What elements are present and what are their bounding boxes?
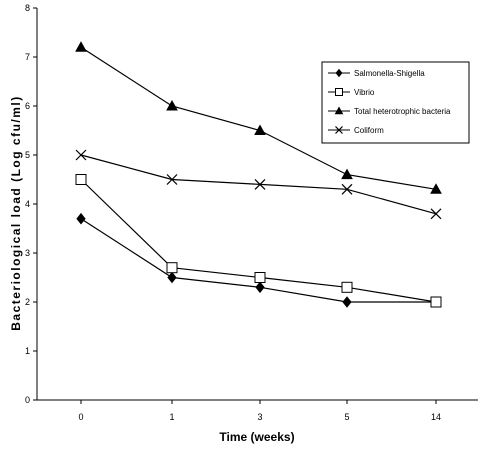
y-tick-label: 8 <box>25 3 30 13</box>
legend-label: Total heterotrophic bacteria <box>354 107 451 116</box>
series-total-heterotrophic-bacteria <box>75 41 442 194</box>
x-axis-title: Time (weeks) <box>219 430 294 444</box>
data-point <box>166 174 178 185</box>
data-point <box>341 183 353 195</box>
data-point <box>166 99 178 111</box>
y-tick-label: 1 <box>25 346 30 356</box>
data-point <box>75 174 87 185</box>
data-point-stroke <box>430 208 442 220</box>
legend-items: Salmonella-Shigella Vibrio Total heterotro… <box>328 68 451 135</box>
data-point <box>342 296 352 308</box>
legend-label: Vibrio <box>354 88 375 97</box>
x-tick-label: 0 <box>78 412 83 422</box>
data-point <box>341 281 353 293</box>
x-tick-label: 1 <box>169 412 174 422</box>
data-point <box>255 281 265 294</box>
legend-label: Salmonella-Shigella <box>354 69 425 78</box>
x-tick-label: 3 <box>257 412 262 422</box>
y-tick-label: 4 <box>25 199 30 209</box>
y-axis-title: Bacteriological load (Log cfu/ml) <box>9 95 23 331</box>
y-tick-label: 5 <box>25 150 30 160</box>
data-point-stroke <box>341 183 353 195</box>
y-tick-label: 3 <box>25 248 30 258</box>
x-axis-ticks: 0 1 3 5 14 <box>78 400 441 422</box>
y-tick-label: 7 <box>25 52 30 62</box>
legend-item: Vibrio <box>328 88 375 97</box>
legend-item: Coliform <box>328 126 384 135</box>
data-point <box>254 178 266 190</box>
series-line <box>80 154 437 215</box>
x-tick-label: 5 <box>344 412 349 422</box>
y-tick-label: 6 <box>25 101 30 111</box>
data-point <box>430 296 442 308</box>
data-point <box>167 271 177 284</box>
legend-marker <box>334 106 344 115</box>
legend-label: Coliform <box>354 126 384 135</box>
data-point <box>75 41 87 52</box>
x-tick-label: 14 <box>431 412 441 422</box>
data-point-stroke <box>75 149 87 161</box>
y-tick-label: 0 <box>25 395 30 405</box>
legend-item: Total heterotrophic bacteria <box>328 106 451 116</box>
data-point <box>254 272 266 283</box>
series-layer <box>75 41 442 308</box>
data-point <box>254 124 266 135</box>
data-point <box>430 183 442 194</box>
data-point <box>76 212 86 225</box>
data-point <box>75 149 87 161</box>
legend-item: Salmonella-Shigella <box>328 68 425 78</box>
legend: Salmonella-Shigella Vibrio Total heterotro… <box>321 61 470 144</box>
data-point <box>341 168 353 180</box>
data-point <box>430 208 442 220</box>
data-point-stroke <box>166 174 178 185</box>
data-point-stroke <box>254 178 266 190</box>
legend-marker <box>335 68 343 78</box>
series-coliform <box>75 149 442 220</box>
data-point <box>166 262 178 274</box>
y-axis-ticks: 0 1 2 3 4 5 6 7 8 <box>25 3 37 405</box>
legend-marker <box>335 88 343 96</box>
legend-marker-stroke <box>335 126 343 134</box>
series-vibrio <box>75 174 442 308</box>
y-tick-label: 2 <box>25 297 30 307</box>
legend-marker <box>335 126 343 134</box>
